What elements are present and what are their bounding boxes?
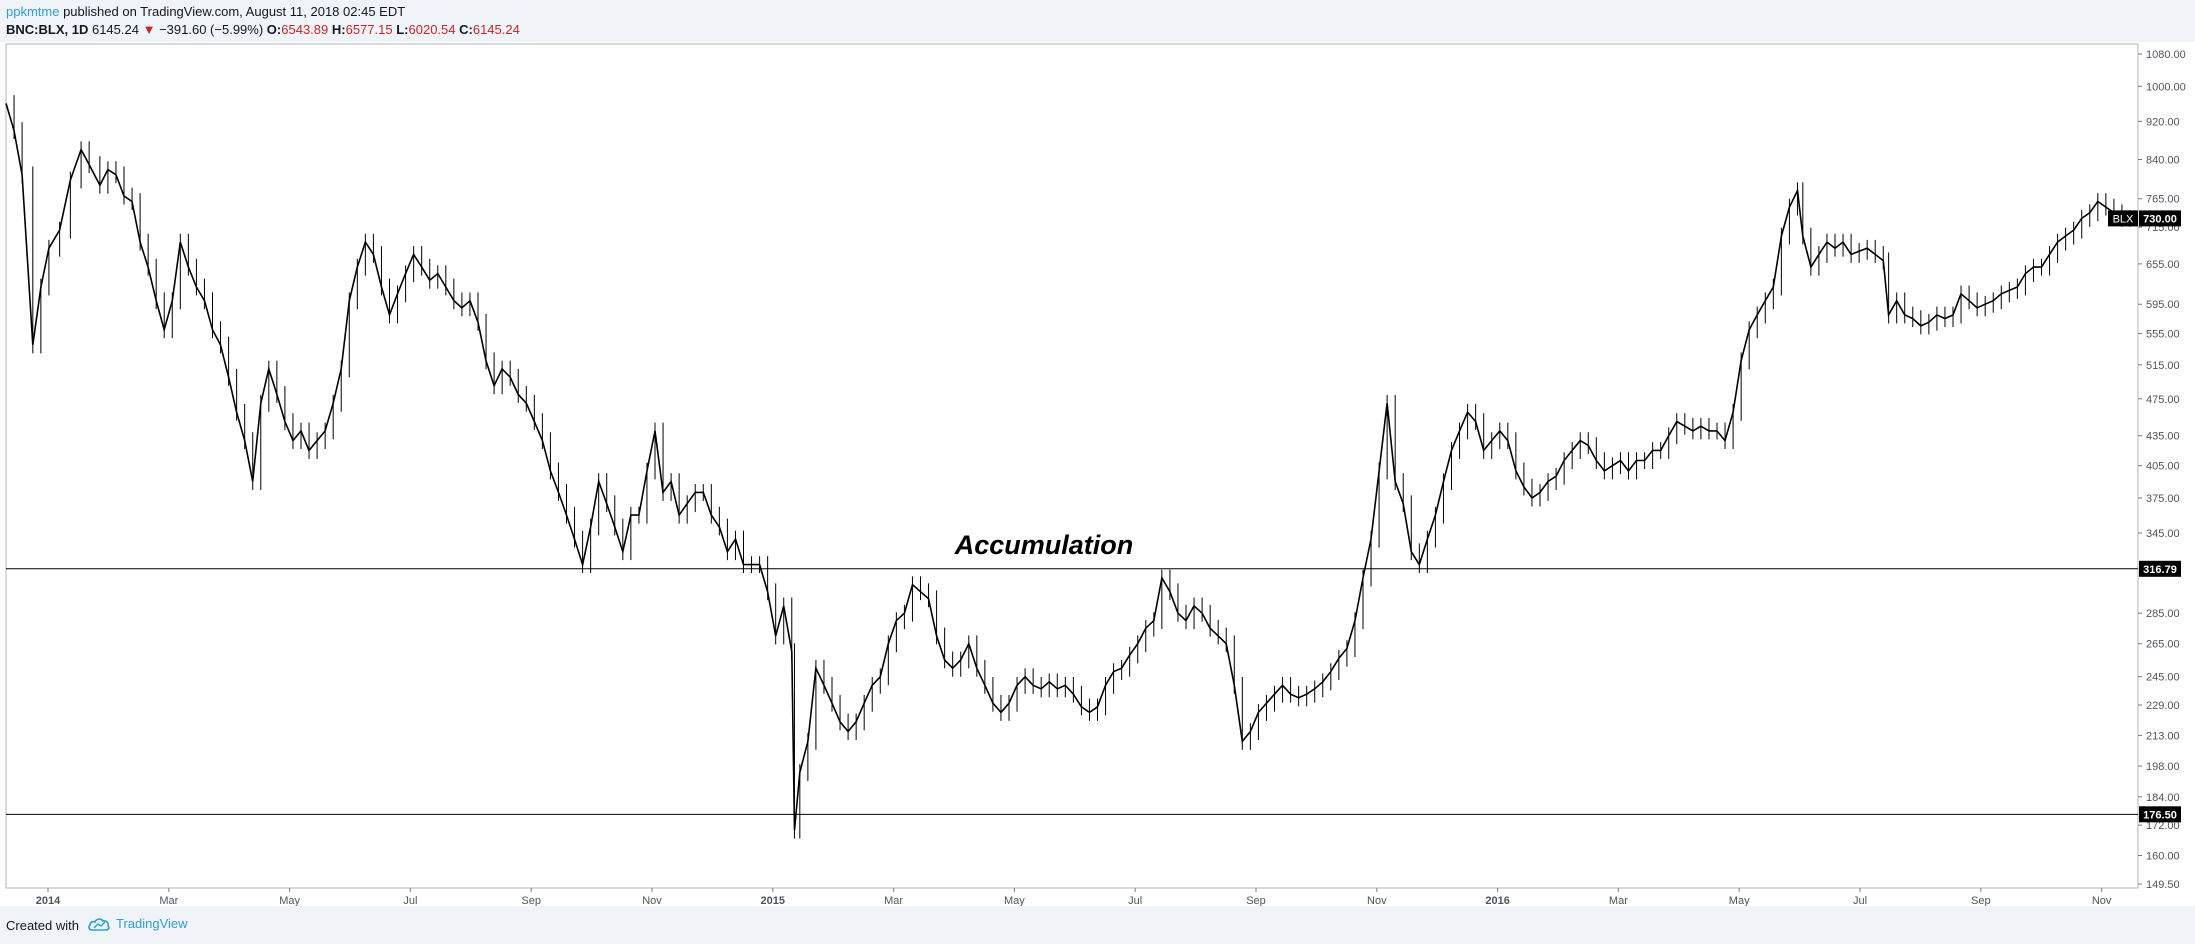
- accumulation-annotation: Accumulation: [954, 530, 1134, 560]
- price-chart[interactable]: 1080.001000.00920.00840.00765.00715.0065…: [0, 42, 2195, 906]
- x-tick-label: 2016: [1485, 895, 1509, 906]
- price-labels: 316.79 176.50 BLX 730.00: [2108, 210, 2181, 823]
- x-tick-label: 2015: [761, 895, 785, 906]
- symbol-tag: BLX: [2113, 213, 2134, 225]
- level-label-bg: [2139, 806, 2181, 823]
- y-tick-label: 555.00: [2146, 328, 2180, 340]
- x-tick-label: Jul: [1128, 895, 1142, 906]
- y-tick-label: 920.00: [2146, 116, 2180, 128]
- x-tick-label: Jul: [403, 895, 417, 906]
- change-value: −391.60 (−5.99%): [159, 22, 264, 37]
- x-tick-label: Mar: [159, 895, 178, 906]
- y-tick-label: 198.00: [2146, 761, 2180, 773]
- created-with-label: Created with: [6, 918, 79, 933]
- y-tick-label: 765.00: [2146, 194, 2180, 206]
- high-value: 6577.15: [345, 22, 393, 37]
- low-label: L:: [396, 22, 409, 37]
- y-tick-label: 149.50: [2146, 879, 2180, 891]
- y-tick-label: 515.00: [2146, 360, 2180, 372]
- y-tick-label: 245.00: [2146, 672, 2180, 684]
- y-tick-label: 172.00: [2146, 820, 2180, 832]
- open-label: O:: [266, 22, 282, 37]
- low-value: 6020.54: [408, 22, 456, 37]
- close-value: 6145.24: [472, 22, 520, 37]
- x-tick-label: Sep: [1246, 895, 1266, 906]
- y-tick-label: 345.00: [2146, 528, 2180, 540]
- price-axis: 1080.001000.00920.00840.00765.00715.0065…: [2138, 49, 2186, 891]
- x-tick-label: Sep: [521, 895, 541, 906]
- x-tick-label: Jul: [1853, 895, 1867, 906]
- publish-line: ppkmtme published on TradingView.com, Au…: [6, 4, 405, 19]
- last-price-label-bg: [2139, 210, 2181, 227]
- time-axis: 2014 Mar May Jul Sep Nov 2015 Mar May Jul Sep Nov 20…: [36, 888, 2112, 906]
- x-tick-label: May: [279, 895, 300, 906]
- footer: Created with TradingView: [0, 906, 2195, 944]
- y-tick-label: 184.00: [2146, 792, 2180, 804]
- y-tick-label: 435.00: [2146, 431, 2180, 443]
- y-tick-label: 213.00: [2146, 730, 2180, 742]
- y-tick-label: 375.00: [2146, 493, 2180, 505]
- y-tick-label: 229.00: [2146, 700, 2180, 712]
- level-label-bg: [2139, 560, 2181, 577]
- tradingview-logo[interactable]: TradingView: [88, 916, 188, 931]
- high-label: H:: [331, 22, 346, 37]
- y-tick-label: 475.00: [2146, 394, 2180, 406]
- header: ppkmtme published on TradingView.com, Au…: [0, 0, 2195, 42]
- x-tick-label: Nov: [1367, 895, 1387, 906]
- symbol-tag-bg: [2108, 210, 2138, 227]
- y-tick-label: 595.00: [2146, 299, 2180, 311]
- plot-background: [0, 42, 2195, 906]
- x-tick-label: Mar: [1609, 895, 1628, 906]
- level-label: 176.50: [2143, 809, 2177, 821]
- last-price: 6145.24: [91, 22, 139, 37]
- y-tick-label: 265.00: [2146, 639, 2180, 651]
- ohlc-line: BNC:BLX, 1D 6145.24 ▼ −391.60 (−5.99%) O…: [6, 22, 520, 37]
- x-tick-label: Nov: [642, 895, 662, 906]
- x-tick-label: Nov: [2092, 895, 2112, 906]
- last-price-label: 730.00: [2143, 213, 2177, 225]
- x-tick-label: Sep: [1971, 895, 1991, 906]
- open-value: 6543.89: [281, 22, 329, 37]
- y-tick-label: 285.00: [2146, 608, 2180, 620]
- tradingview-brand[interactable]: TradingView: [116, 916, 188, 931]
- x-tick-label: 2014: [36, 895, 61, 906]
- x-tick-label: May: [1729, 895, 1750, 906]
- y-tick-label: 840.00: [2146, 154, 2180, 166]
- y-tick-label: 655.00: [2146, 259, 2180, 271]
- price-series: [5, 95, 2131, 839]
- y-tick-label: 1080.00: [2146, 49, 2186, 61]
- x-tick-label: Mar: [884, 895, 903, 906]
- symbol-label: BNC:BLX, 1D: [6, 22, 89, 37]
- tradingview-cloud-icon: [88, 917, 110, 931]
- y-tick-label: 160.00: [2146, 851, 2180, 863]
- down-triangle-icon: ▼: [142, 22, 156, 37]
- x-tick-label: May: [1004, 895, 1025, 906]
- y-tick-label: 405.00: [2146, 461, 2180, 473]
- close-label: C:: [459, 22, 473, 37]
- level-label: 316.79: [2143, 564, 2177, 576]
- y-tick-label: 1000.00: [2146, 81, 2186, 93]
- author-link[interactable]: ppkmtme: [6, 4, 60, 19]
- horizontal-lines: [6, 568, 2138, 815]
- published-text: published on TradingView.com, August 11,…: [59, 4, 406, 19]
